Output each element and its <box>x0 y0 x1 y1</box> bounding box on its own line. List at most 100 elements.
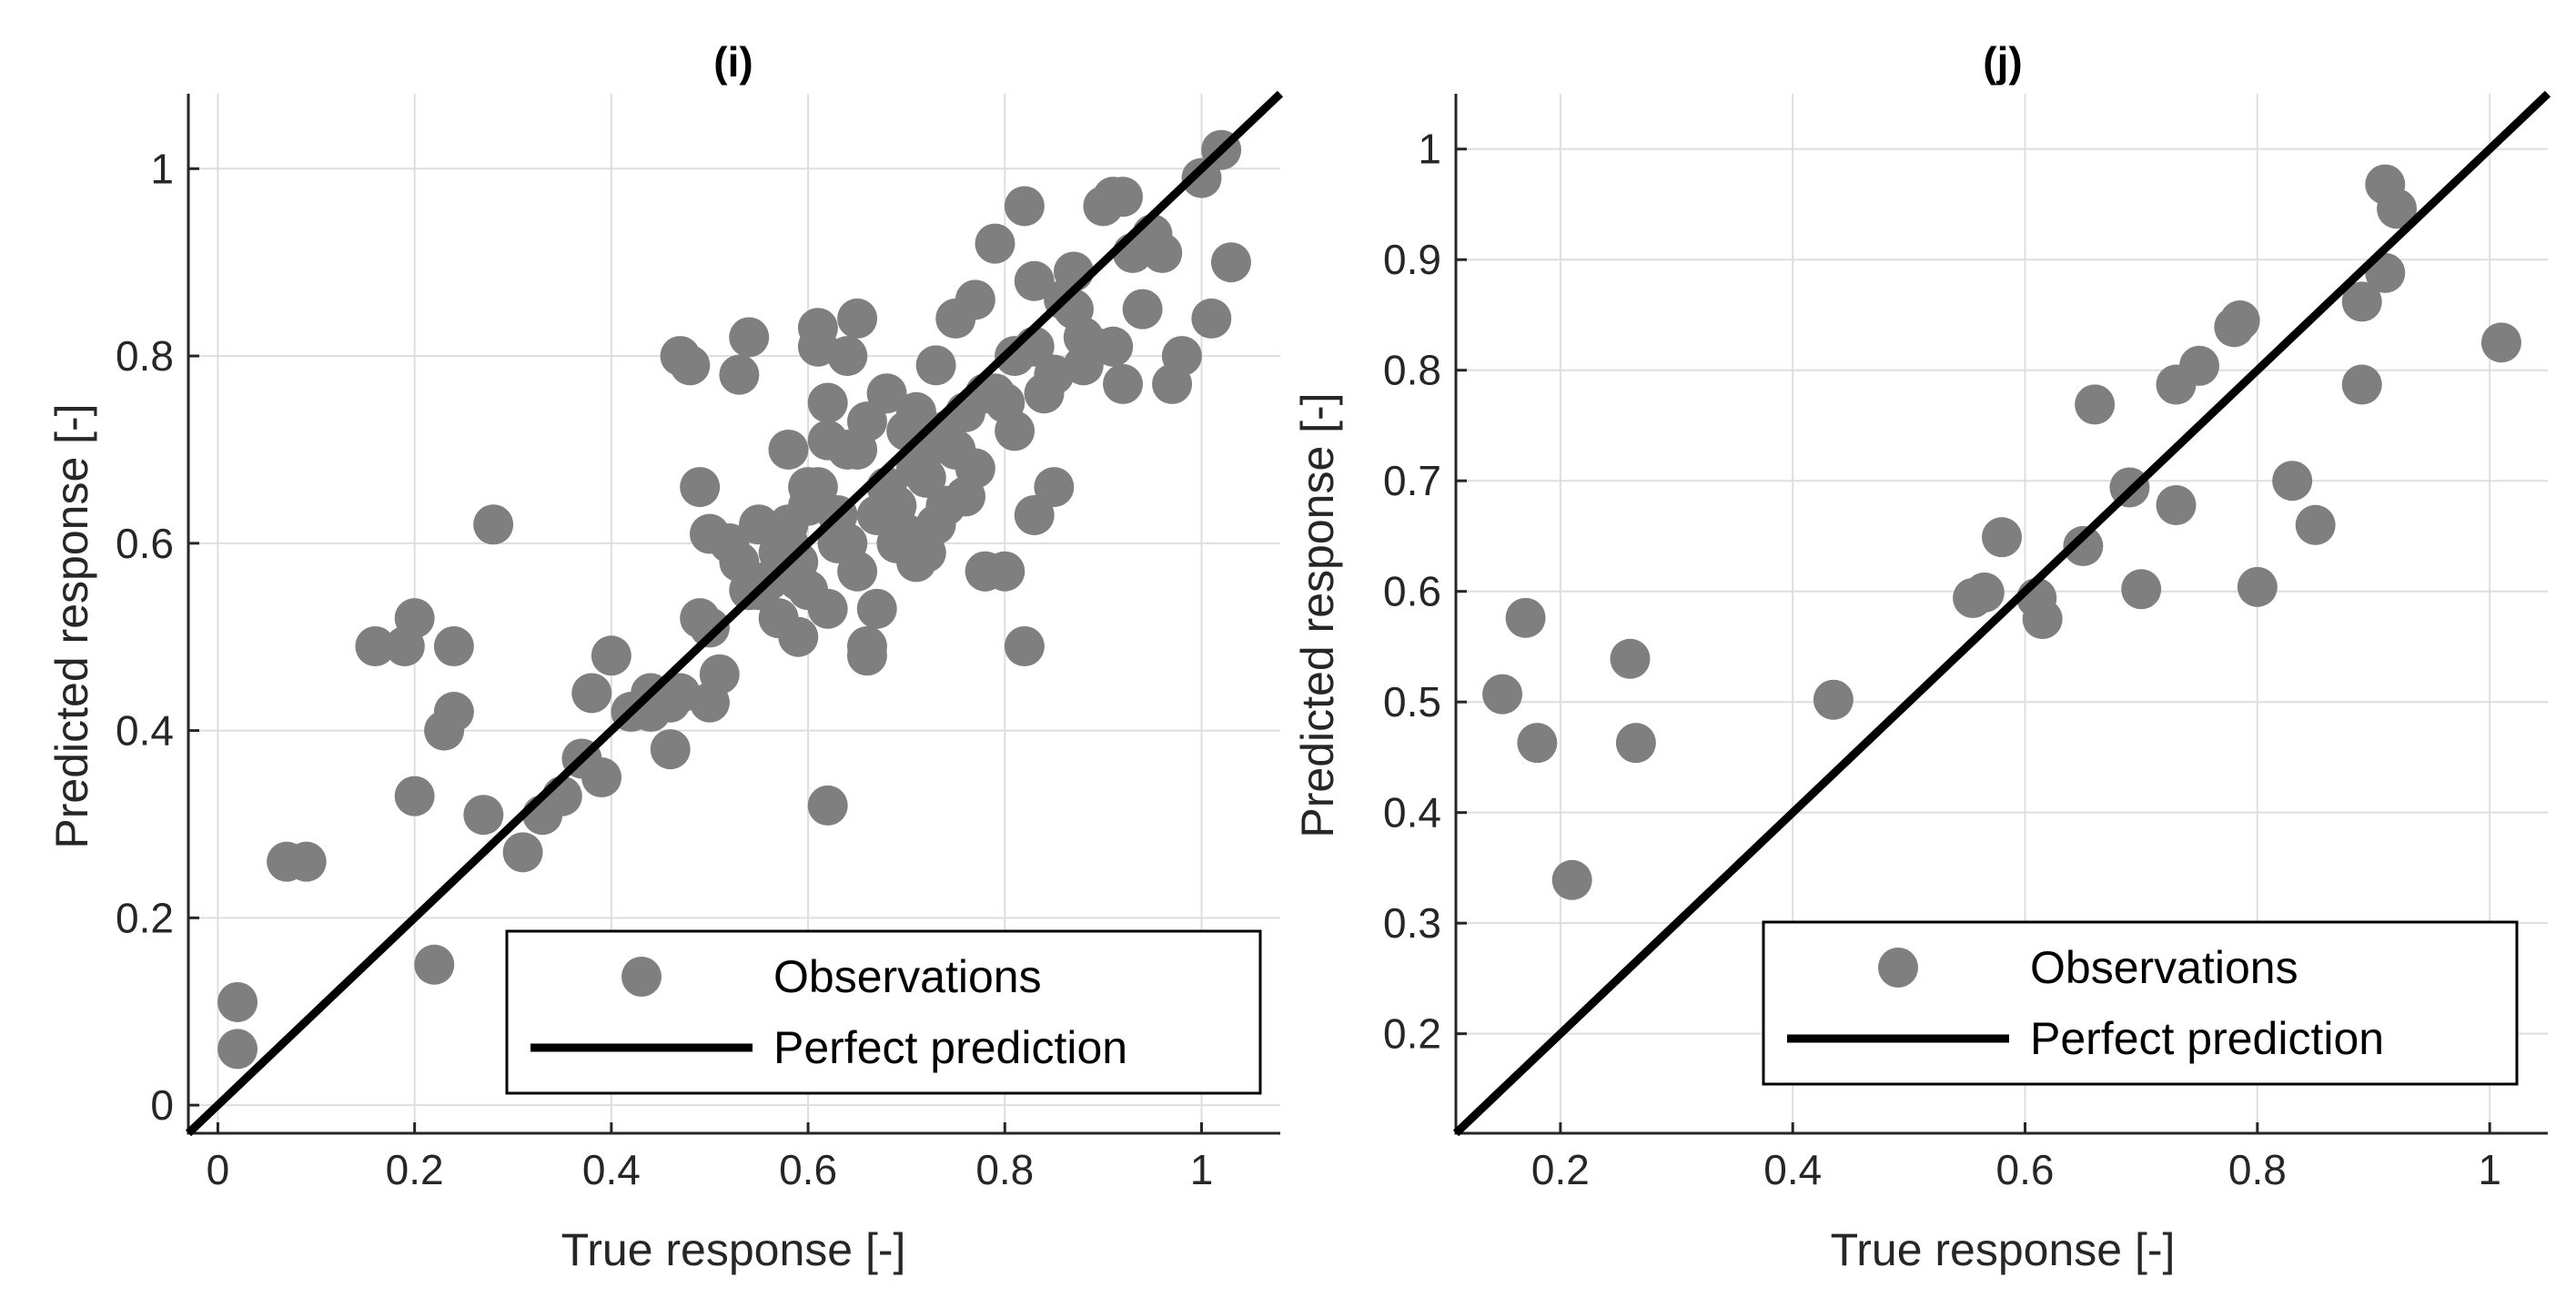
y-tick-label: 0.9 <box>1383 236 1441 283</box>
y-tick-label: 0.5 <box>1383 678 1441 725</box>
x-axis-label: True response [-] <box>561 1224 906 1275</box>
observation-point <box>286 841 327 882</box>
observation-point <box>680 467 721 508</box>
observation-point <box>1004 626 1045 667</box>
observation-point <box>1034 467 1075 508</box>
x-tick-label: 0 <box>207 1146 230 1193</box>
y-tick-label: 0.3 <box>1383 899 1441 947</box>
observation-point <box>866 373 907 414</box>
x-tick-label: 0.2 <box>386 1146 444 1193</box>
observation-point <box>1191 298 1232 339</box>
observation-point <box>394 598 435 639</box>
observation-point <box>807 785 848 826</box>
observation-point <box>995 411 1035 451</box>
observation-point <box>650 729 691 770</box>
y-tick-label: 1 <box>1418 126 1441 173</box>
perfect-prediction-line <box>1452 90 2551 1137</box>
observation-point <box>2219 300 2260 341</box>
x-tick-label: 0.8 <box>2228 1146 2287 1193</box>
grid <box>188 94 1280 1133</box>
observation-point <box>1103 363 1144 404</box>
y-tick-label: 0.4 <box>1383 789 1441 837</box>
legend-label-perfect-prediction: Perfect prediction <box>2030 1013 2384 1064</box>
x-tick-label: 0.8 <box>975 1146 1034 1193</box>
observation-point <box>2341 281 2382 322</box>
observation-point <box>1014 260 1055 301</box>
panel-j: (j) True response [-] Predicted response… <box>1292 38 2551 1275</box>
observation-point <box>2156 484 2197 525</box>
observation-point <box>394 776 435 816</box>
x-tick-label: 1 <box>2478 1146 2501 1193</box>
x-tick-label: 1 <box>1190 1146 1214 1193</box>
observation-point <box>1161 336 1202 377</box>
observation-point <box>1181 157 1222 198</box>
observation-point <box>817 522 858 563</box>
perfect-prediction-line <box>185 90 1284 1137</box>
observation-point <box>768 429 809 470</box>
observation-point <box>581 757 622 798</box>
y-tick-label: 0 <box>150 1081 174 1129</box>
legend: Observations Perfect prediction <box>1762 920 2519 1086</box>
observation-point <box>670 345 711 386</box>
observation-point <box>571 673 612 714</box>
observation-point <box>2377 188 2418 229</box>
legend-box <box>1762 920 2519 1086</box>
observation-point <box>2480 322 2521 363</box>
y-tick-label: 0.4 <box>116 707 174 755</box>
y-tick-label: 1 <box>150 145 174 192</box>
legend-label-observations: Observations <box>773 951 1042 1002</box>
observation-point <box>837 298 878 339</box>
observation-point <box>355 626 396 667</box>
y-axis-label: Predicted response [-] <box>46 403 97 848</box>
observation-point <box>915 345 956 386</box>
observation-point <box>905 457 946 498</box>
y-tick-label: 0.2 <box>1383 1010 1441 1058</box>
legend-box <box>505 929 1262 1095</box>
observation-point <box>217 981 258 1022</box>
x-tick-label: 0.4 <box>582 1146 641 1193</box>
observation-point <box>975 223 1015 264</box>
observation-point <box>846 626 887 667</box>
observation-point <box>463 795 504 836</box>
observation-point <box>739 504 780 545</box>
chart-title: (i) <box>713 38 753 86</box>
observation-point <box>2121 569 2162 610</box>
observation-point <box>837 551 878 592</box>
x-tick-label: 0.4 <box>1763 1146 1822 1193</box>
observation-point <box>2295 504 2336 545</box>
observation-point <box>1505 597 1546 638</box>
legend-label-perfect-prediction: Perfect prediction <box>773 1022 1127 1073</box>
observation-point <box>414 944 455 985</box>
observation-point <box>473 504 514 545</box>
legend-marker-observations <box>1878 948 1918 988</box>
observation-point <box>1034 354 1075 395</box>
observation-point <box>788 467 829 508</box>
observation-point <box>729 570 770 611</box>
y-tick-label: 0.8 <box>1383 347 1441 394</box>
ticks: 0 0.2 0.4 0.6 0.8 1 0 0.2 0.4 0.6 0.8 1 <box>116 145 1213 1193</box>
observation-point <box>1517 723 1558 764</box>
observation-point <box>591 635 631 676</box>
observation-point <box>896 391 936 432</box>
observation-point <box>1964 572 2005 613</box>
observation-point <box>955 279 995 320</box>
observation-point <box>778 560 819 601</box>
observation-point <box>807 588 848 629</box>
observation-point <box>502 832 543 873</box>
observation-point <box>1122 289 1163 330</box>
y-tick-label: 0.7 <box>1383 457 1441 504</box>
observation-point <box>1103 177 1144 218</box>
observation-point <box>2179 345 2220 386</box>
observation-point <box>1210 242 1251 283</box>
observation-point <box>1004 186 1045 227</box>
x-tick-label: 0.6 <box>1996 1146 2055 1193</box>
x-tick-label: 0.2 <box>1531 1146 1590 1193</box>
observation-point <box>699 654 740 695</box>
observation-point <box>846 401 887 442</box>
legend-label-observations: Observations <box>2030 942 2298 993</box>
observation-point <box>915 504 956 545</box>
observation-point <box>1482 674 1523 715</box>
observation-point <box>827 429 868 470</box>
observation-point <box>217 1029 258 1070</box>
observation-point <box>1610 638 1651 679</box>
